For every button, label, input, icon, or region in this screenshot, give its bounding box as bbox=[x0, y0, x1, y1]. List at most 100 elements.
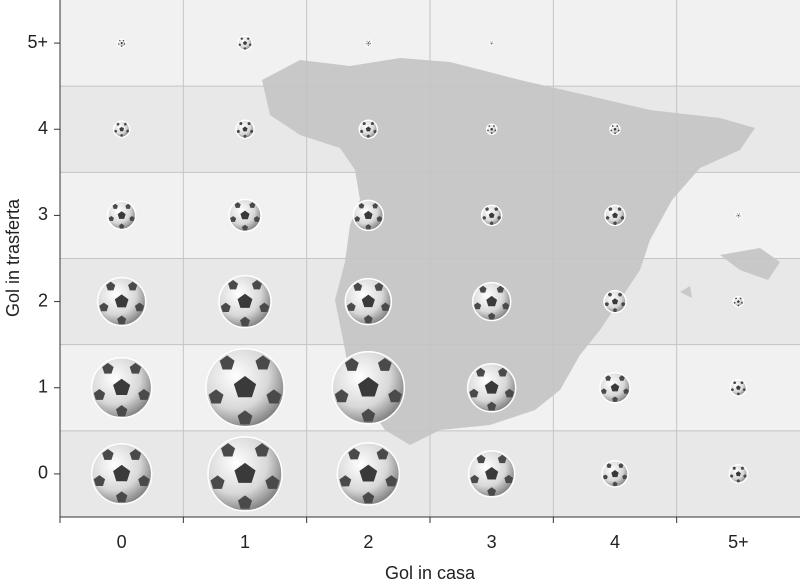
soccer-ball bbox=[601, 460, 629, 488]
ball-patch bbox=[366, 40, 368, 42]
ball-patch bbox=[339, 475, 352, 487]
ball-patch bbox=[490, 132, 493, 134]
ball-patch bbox=[363, 314, 373, 324]
ball-patch bbox=[129, 362, 142, 374]
ball-patch bbox=[129, 448, 142, 460]
ball-patch bbox=[247, 121, 251, 126]
ball-patch bbox=[354, 216, 361, 222]
soccer-ball bbox=[467, 450, 516, 498]
ball-patch bbox=[623, 388, 629, 394]
y-tick-label: 2 bbox=[38, 290, 48, 310]
ball-patch bbox=[612, 396, 618, 402]
ball-patch bbox=[614, 132, 616, 134]
ball-patch bbox=[736, 300, 740, 303]
ball-patch bbox=[249, 129, 254, 133]
x-tick-label: 3 bbox=[487, 532, 497, 552]
ball-patch bbox=[242, 126, 248, 132]
ball-patch bbox=[125, 203, 131, 209]
ball-patch bbox=[611, 470, 619, 478]
ball-patch bbox=[492, 41, 493, 43]
ball-patch bbox=[484, 380, 499, 394]
ball-patch bbox=[602, 474, 608, 480]
soccer-ball bbox=[599, 372, 631, 404]
ball-patch bbox=[120, 133, 124, 137]
ball-patch bbox=[612, 212, 618, 218]
ball-patch bbox=[372, 202, 379, 209]
y-tick-label: 3 bbox=[38, 204, 48, 224]
ball-patch bbox=[254, 443, 270, 457]
ball-patch bbox=[238, 43, 242, 46]
ball-patch bbox=[138, 388, 150, 400]
ball-patch bbox=[497, 215, 501, 220]
ball-patch bbox=[739, 213, 740, 215]
ball-patch bbox=[491, 44, 493, 45]
ball-patch bbox=[487, 129, 489, 132]
ball-patch bbox=[488, 212, 495, 218]
soccer-ball bbox=[471, 281, 512, 322]
ball-patch bbox=[361, 408, 376, 422]
ball-patch bbox=[210, 475, 225, 489]
ball-patch bbox=[362, 121, 366, 126]
ball-patch bbox=[353, 282, 363, 291]
ball-patch bbox=[737, 214, 740, 217]
ball-patch bbox=[243, 40, 247, 45]
ball-patch bbox=[491, 42, 493, 44]
x-tick-label: 5+ bbox=[728, 532, 749, 552]
ball-patch bbox=[620, 215, 625, 220]
ball-patch bbox=[473, 302, 482, 310]
ball-patch bbox=[117, 315, 127, 325]
soccer-ball bbox=[90, 357, 153, 419]
ball-patch bbox=[485, 467, 499, 480]
ball-patch bbox=[381, 302, 390, 311]
ball-patch bbox=[240, 210, 250, 220]
ball-patch bbox=[601, 388, 607, 394]
ball-patch bbox=[604, 302, 609, 307]
ball-patch bbox=[106, 281, 116, 291]
ball-patch bbox=[605, 375, 611, 381]
ball-patch bbox=[605, 215, 610, 220]
map-islands bbox=[680, 248, 780, 298]
ball-patch bbox=[611, 298, 619, 305]
ball-patch bbox=[134, 302, 145, 312]
ball-patch bbox=[243, 47, 247, 50]
ball-patch bbox=[243, 134, 247, 138]
soccer-ball bbox=[228, 198, 262, 233]
soccer-ball bbox=[364, 39, 373, 47]
ball-patch bbox=[219, 355, 235, 370]
ball-patch bbox=[616, 125, 619, 127]
ball-patch bbox=[233, 376, 257, 398]
ball-patch bbox=[377, 357, 392, 371]
map-spain bbox=[262, 58, 755, 445]
ball-patch bbox=[619, 375, 625, 381]
ball-patch bbox=[376, 216, 383, 222]
soccer-ball bbox=[344, 277, 393, 326]
ball-patch bbox=[113, 378, 131, 396]
soccer-ball bbox=[96, 276, 147, 327]
x-tick-label: 4 bbox=[610, 532, 620, 552]
ball-patch bbox=[373, 129, 377, 133]
ball-patch bbox=[740, 466, 745, 470]
ball-patch bbox=[115, 405, 128, 417]
ball-patch bbox=[220, 302, 231, 313]
ball-patch bbox=[741, 301, 743, 304]
soccer-ball bbox=[604, 204, 626, 227]
ball-patch bbox=[504, 388, 515, 398]
ball-patch bbox=[610, 129, 613, 132]
ball-patch bbox=[376, 448, 389, 460]
ball-patch bbox=[117, 211, 126, 219]
plot: 0 1 2 3 4 5+ 0 1 2 3 4 5+ bbox=[27, 0, 800, 552]
ball-patch bbox=[249, 202, 256, 208]
ball-patch bbox=[120, 41, 123, 45]
ball-patch bbox=[613, 127, 617, 131]
ball-patch bbox=[739, 297, 742, 300]
ball-patch bbox=[369, 40, 371, 42]
ball-patch bbox=[621, 302, 626, 307]
ball-patch bbox=[208, 389, 224, 404]
ball-patch bbox=[220, 443, 236, 457]
ball-patch bbox=[607, 292, 613, 297]
ball-patch bbox=[733, 301, 736, 304]
ball-patch bbox=[120, 45, 123, 47]
ball-patch bbox=[388, 389, 402, 403]
soccer-ball bbox=[218, 274, 272, 329]
